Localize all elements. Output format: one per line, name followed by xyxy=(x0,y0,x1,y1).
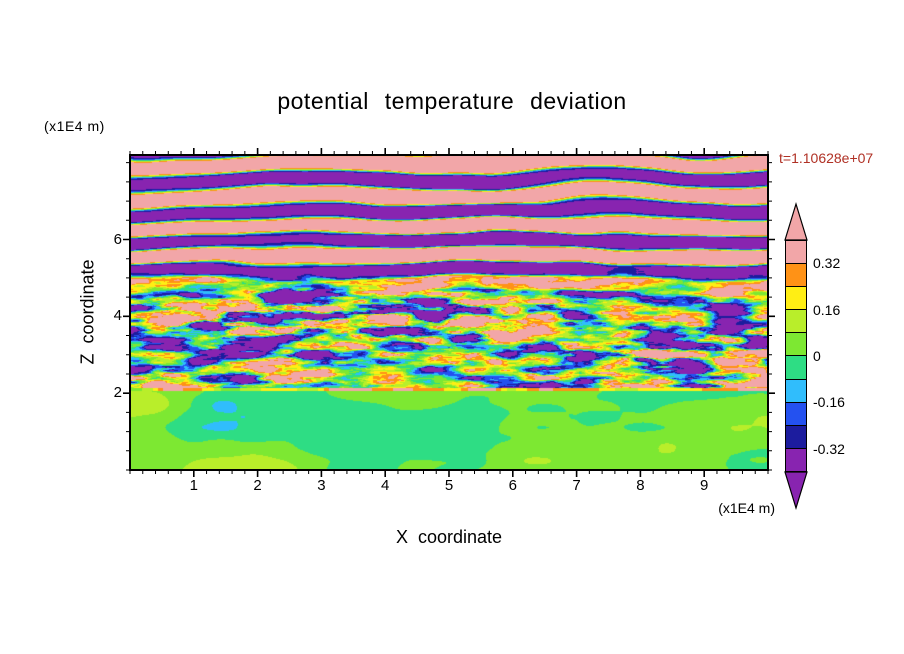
colorbar-tick-label: 0 xyxy=(813,348,821,364)
x-tick-label: 1 xyxy=(189,477,198,494)
x-tick-label: 2 xyxy=(253,477,262,494)
timestamp-label: t=1.10628e+07 xyxy=(779,150,874,166)
x-tick-label: 6 xyxy=(508,477,517,494)
colorbar-segment xyxy=(786,241,806,265)
colorbar-segment xyxy=(786,425,806,449)
colorbar-segment xyxy=(786,264,806,288)
x-axis-unit-label: (x1E4 m) xyxy=(718,500,775,516)
y-tick-label: 6 xyxy=(113,230,122,248)
colorbar-segment xyxy=(786,379,806,403)
x-tick-label: 9 xyxy=(700,477,709,494)
x-tick-label: 3 xyxy=(317,477,326,494)
colorbar-tick-label: -0.16 xyxy=(813,394,845,411)
x-tick-label: 7 xyxy=(572,477,581,494)
colorbar-segment xyxy=(786,356,806,380)
colorbar-segment xyxy=(786,287,806,311)
chart-title: potential temperature deviation xyxy=(277,88,627,114)
contour-field xyxy=(130,155,768,470)
x-tick-label: 5 xyxy=(444,477,454,494)
y-tick-label: 4 xyxy=(113,307,122,325)
colorbar-tick-label: 0.32 xyxy=(813,255,841,272)
colorbar-segment xyxy=(786,402,806,426)
colorbar-over-arrow xyxy=(784,201,808,241)
colorbar-segment xyxy=(786,310,806,334)
colorbar-tick-label: 0.16 xyxy=(813,301,841,318)
colorbar-under-arrow xyxy=(784,471,808,511)
x-tick-label: 8 xyxy=(636,477,645,494)
x-tick-label: 4 xyxy=(381,477,390,494)
x-axis-title: X coordinate xyxy=(395,527,503,547)
colorbar-segment xyxy=(786,448,806,471)
y-tick-label: 2 xyxy=(113,384,122,402)
colorbar-tick-label: -0.32 xyxy=(813,440,845,457)
colorbar xyxy=(785,240,807,472)
y-axis-unit-label: (x1E4 m) xyxy=(44,118,105,134)
colorbar-segment xyxy=(786,333,806,357)
